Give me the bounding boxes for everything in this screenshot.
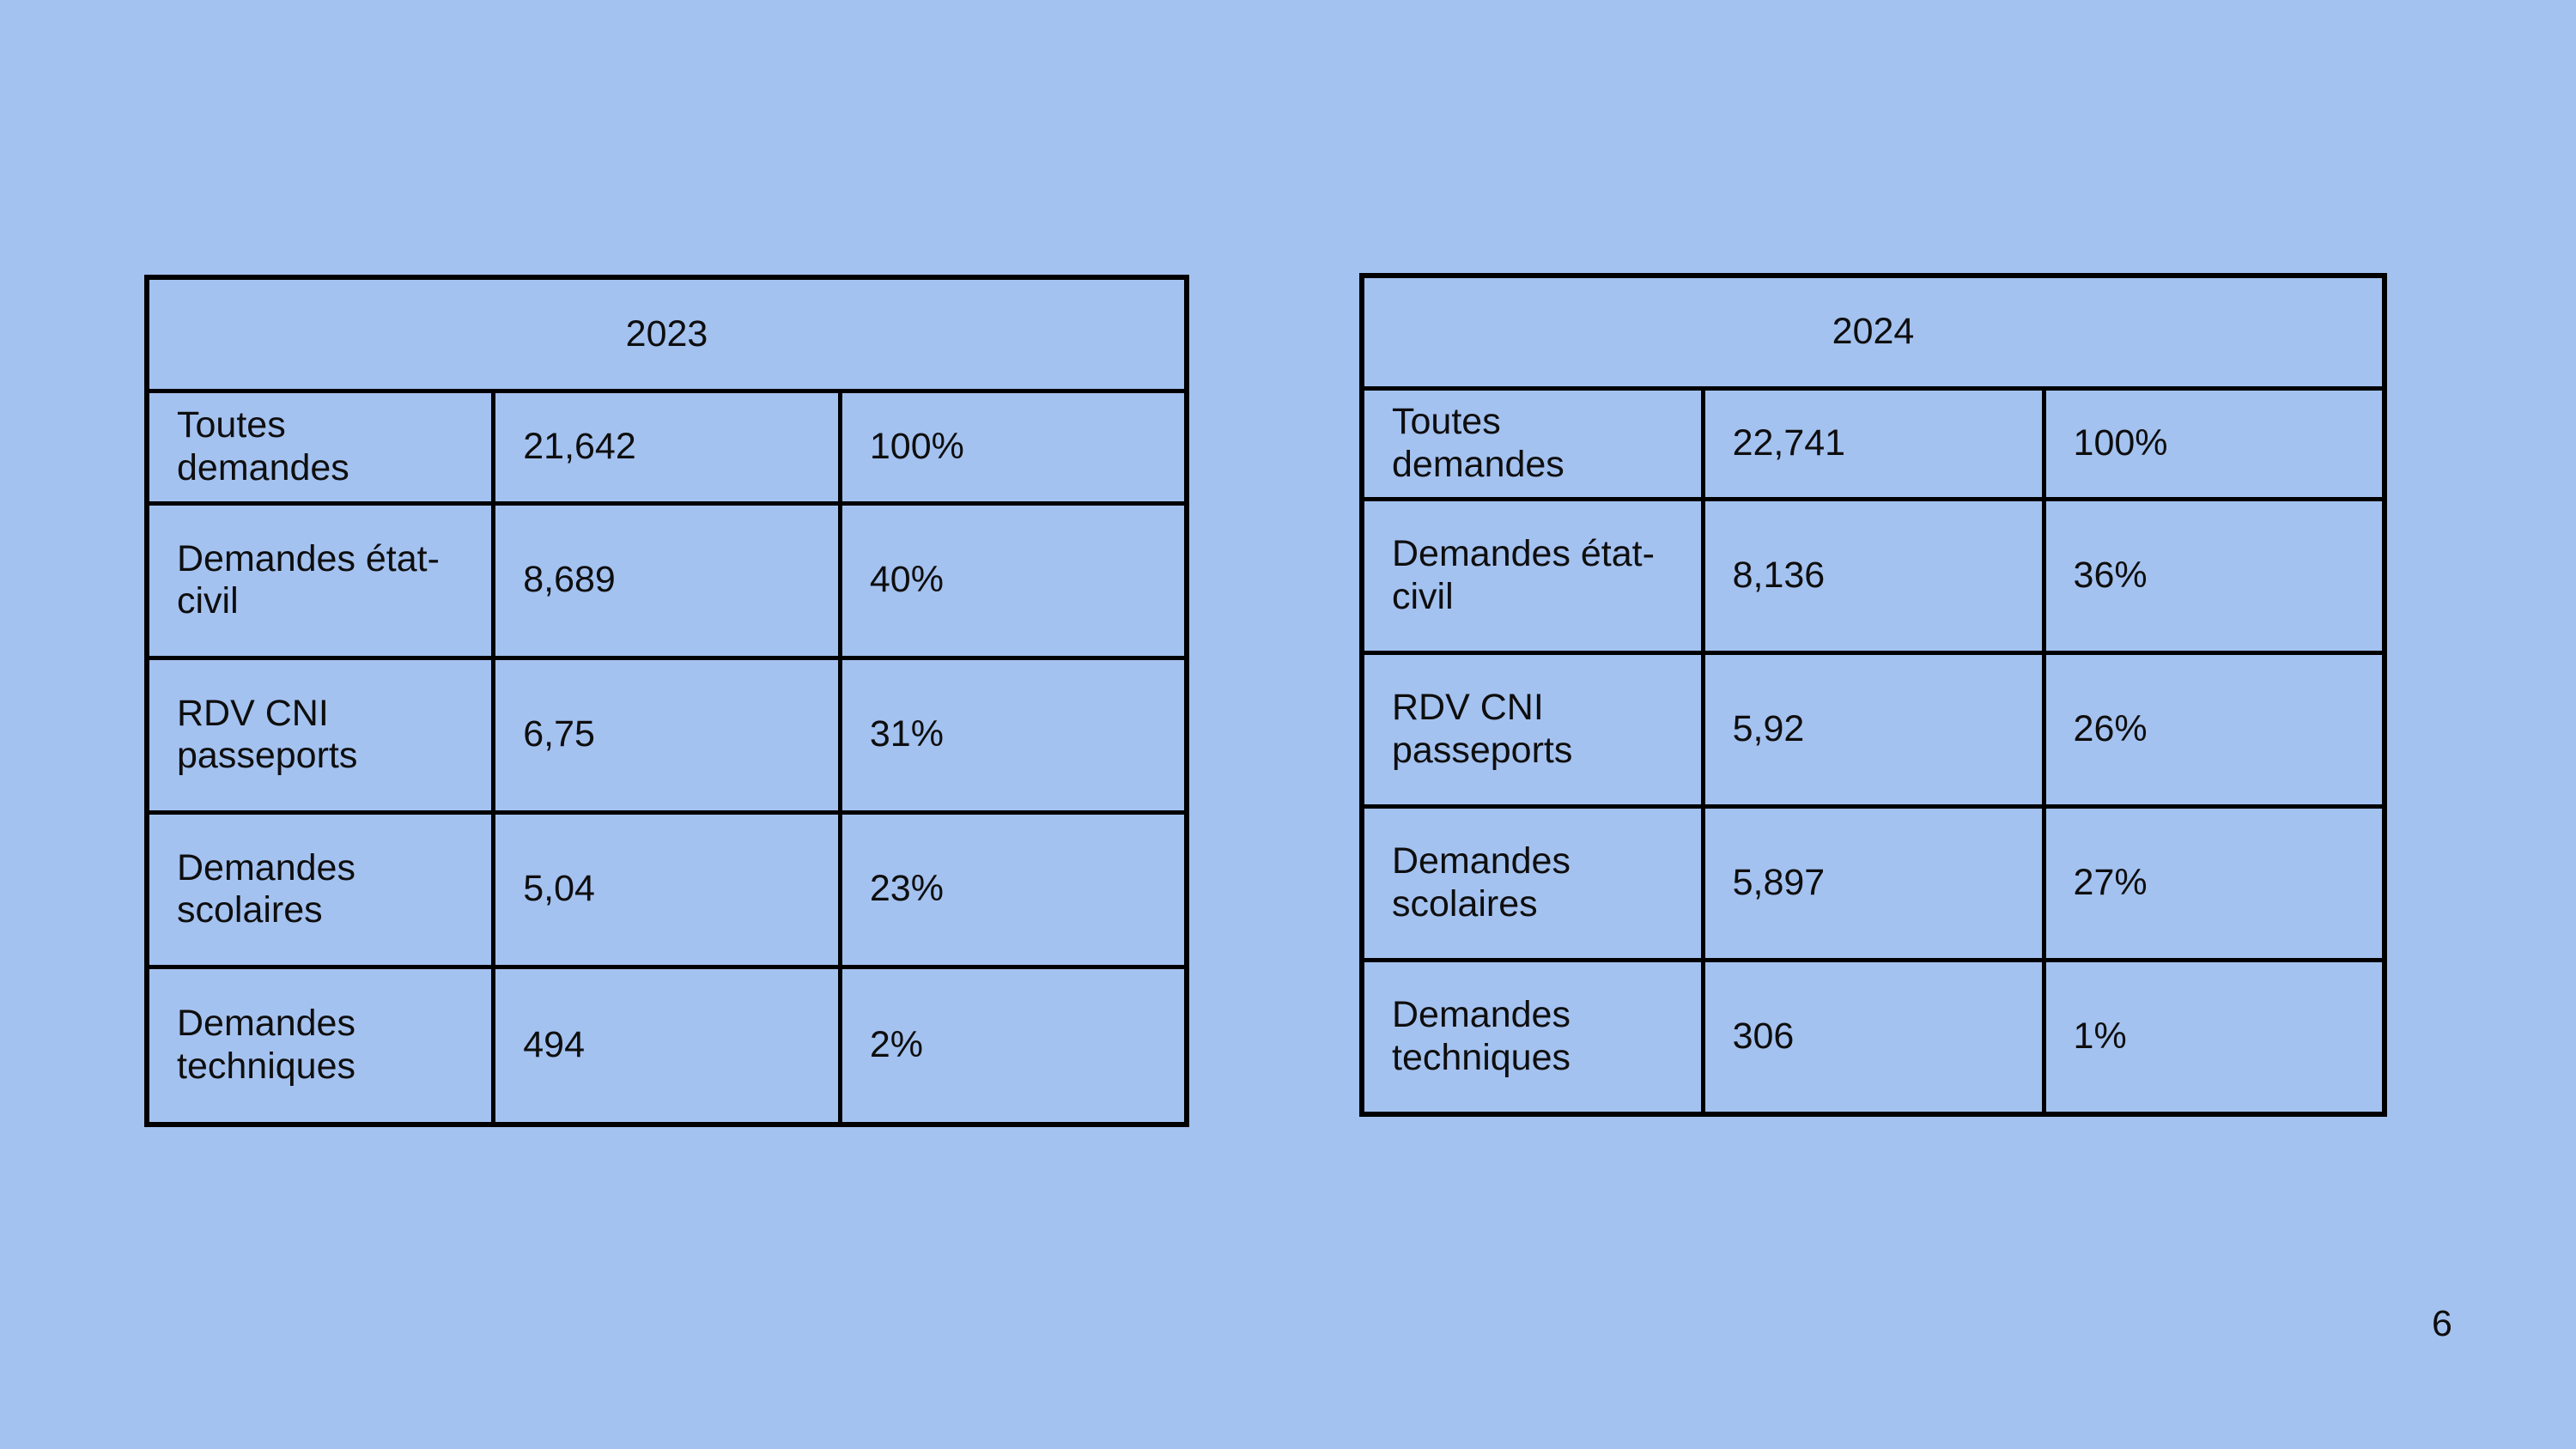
row-value: 6,75 bbox=[491, 655, 842, 815]
row-percent: 31% bbox=[837, 655, 1189, 815]
year-header: 2024 bbox=[1359, 273, 2387, 391]
table-header-row: 2023 bbox=[144, 275, 1189, 393]
table-row: Demandes scolaires 5,04 23% bbox=[144, 809, 1189, 969]
row-value: 5,04 bbox=[491, 809, 842, 969]
row-label: Toutes demandes bbox=[144, 388, 496, 506]
row-label: Demandes techniques bbox=[1359, 957, 1705, 1117]
row-label: Demandes état-civil bbox=[144, 500, 496, 660]
row-percent: 23% bbox=[837, 809, 1189, 969]
table-row: Demandes état-civil 8,136 36% bbox=[1359, 496, 2387, 655]
row-label: Toutes demandes bbox=[1359, 385, 1705, 501]
row-value: 8,136 bbox=[1700, 496, 2046, 655]
row-value: 5,92 bbox=[1700, 650, 2046, 809]
table-row: Demandes état-civil 8,689 40% bbox=[144, 500, 1189, 660]
table-row: Demandes scolaires 5,897 27% bbox=[1359, 803, 2387, 962]
row-value: 22,741 bbox=[1700, 385, 2046, 501]
row-percent: 26% bbox=[2041, 650, 2387, 809]
row-percent: 2% bbox=[837, 964, 1189, 1127]
row-percent: 36% bbox=[2041, 496, 2387, 655]
table-header-row: 2024 bbox=[1359, 273, 2387, 391]
row-label: Demandes scolaires bbox=[144, 809, 496, 969]
row-percent: 100% bbox=[2041, 385, 2387, 501]
row-label: Demandes état-civil bbox=[1359, 496, 1705, 655]
page-number: 6 bbox=[2432, 1303, 2452, 1344]
row-label: Demandes scolaires bbox=[1359, 803, 1705, 962]
row-value: 306 bbox=[1700, 957, 2046, 1117]
row-label: RDV CNI passeports bbox=[144, 655, 496, 815]
table-row: Toutes demandes 21,642 100% bbox=[144, 388, 1189, 506]
year-header: 2023 bbox=[144, 275, 1189, 393]
row-value: 5,897 bbox=[1700, 803, 2046, 962]
row-label: Demandes techniques bbox=[144, 964, 496, 1127]
table-row: Demandes techniques 306 1% bbox=[1359, 957, 2387, 1117]
row-percent: 27% bbox=[2041, 803, 2387, 962]
row-percent: 40% bbox=[837, 500, 1189, 660]
table-2024: 2024 Toutes demandes 22,741 100% Demande… bbox=[1359, 273, 2387, 1117]
row-percent: 1% bbox=[2041, 957, 2387, 1117]
row-value: 8,689 bbox=[491, 500, 842, 660]
table-2023: 2023 Toutes demandes 21,642 100% Demande… bbox=[144, 275, 1189, 1127]
row-percent: 100% bbox=[837, 388, 1189, 506]
table-row: Toutes demandes 22,741 100% bbox=[1359, 385, 2387, 501]
table-row: Demandes techniques 494 2% bbox=[144, 964, 1189, 1127]
table-row: RDV CNI passeports 6,75 31% bbox=[144, 655, 1189, 815]
row-value: 494 bbox=[491, 964, 842, 1127]
row-value: 21,642 bbox=[491, 388, 842, 506]
row-label: RDV CNI passeports bbox=[1359, 650, 1705, 809]
table-row: RDV CNI passeports 5,92 26% bbox=[1359, 650, 2387, 809]
